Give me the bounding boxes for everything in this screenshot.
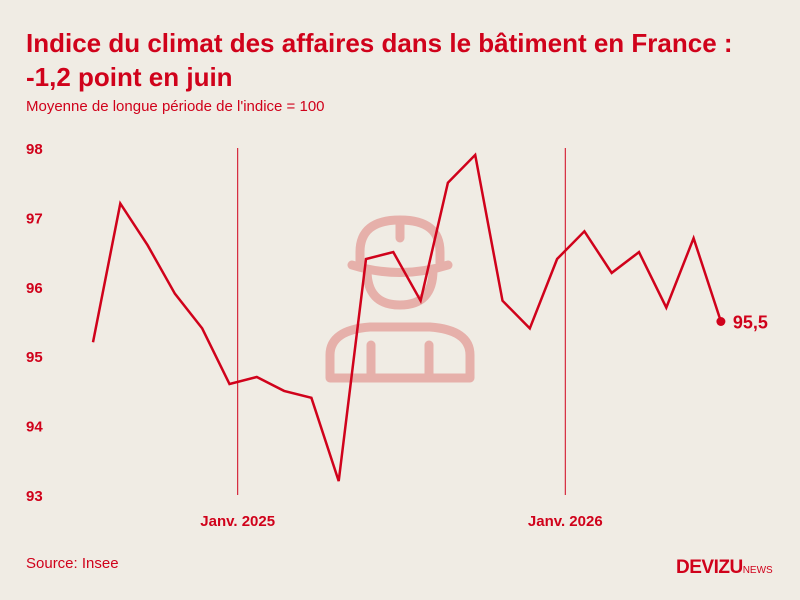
construction-worker-icon [325, 215, 475, 383]
series-line [91, 152, 723, 482]
x-tick-label: Janv. 2026 [528, 513, 603, 530]
chart-title: Indice du climat des affaires dans le bâ… [26, 28, 733, 92]
y-tick-label: 94 [26, 419, 43, 436]
last-value-label: 95,5 [733, 313, 768, 333]
chart-subtitle: Moyenne de longue période de l'indice = … [26, 98, 325, 115]
x-tick-label: Janv. 2025 [200, 513, 275, 530]
y-tick-label: 95 [26, 349, 43, 366]
source-note: Source: Insee [26, 555, 119, 572]
brand-name: DEVIZU [676, 557, 743, 578]
y-tick-label: 96 [26, 280, 43, 297]
brand-suffix: NEWS [742, 565, 773, 576]
brand-logo: DEVIZUNEWS [676, 557, 773, 579]
last-value-point [716, 317, 726, 326]
y-tick-label: 93 [26, 488, 43, 505]
y-tick-label: 98 [26, 141, 43, 158]
y-tick-label: 97 [26, 210, 43, 227]
